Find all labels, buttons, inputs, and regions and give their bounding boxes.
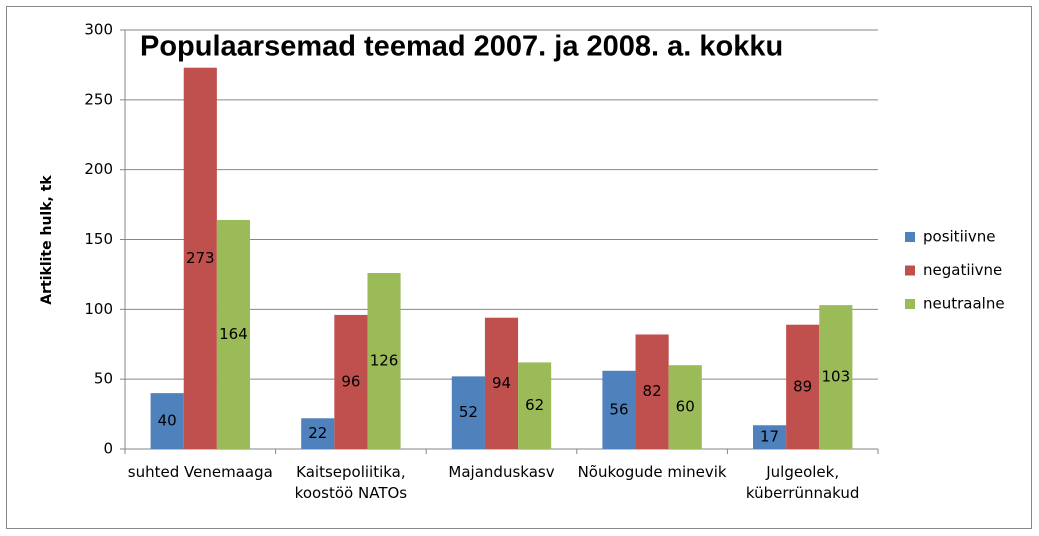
data-label: 89 [793,377,812,395]
data-label: 82 [643,382,662,400]
bar [183,67,217,450]
data-label: 56 [609,400,628,418]
data-label: 60 [676,398,695,416]
y-tick-label: 300 [84,21,113,39]
legend-label: negatiivne [923,261,1002,279]
data-label: 62 [525,396,544,414]
data-label: 94 [492,374,511,392]
bar [753,425,787,449]
y-tick-label: 100 [84,300,113,318]
chart-border [6,6,1032,529]
data-label: 40 [158,412,177,430]
legend-label: neutraalne [923,295,1005,313]
bar [451,376,485,449]
bar [635,334,669,449]
x-tick-label: suhted Venemaaga [127,463,273,481]
bar [819,305,853,449]
bar [367,273,401,449]
y-tick-label: 150 [84,230,113,248]
y-tick-label: 250 [84,90,113,108]
legend-swatch [905,265,915,276]
bar [334,314,368,449]
data-label: 17 [760,428,779,446]
y-tick-label: 50 [94,370,113,388]
x-tick-label: Nõukogude minevik [577,463,727,481]
bar [484,317,519,449]
legend-label: positiivne [923,228,996,246]
y-tick-label: 200 [84,160,113,178]
x-tick-label: Majanduskasv [448,463,555,481]
bar [150,393,184,449]
data-label: 273 [186,249,215,267]
y-tick-label: 0 [103,440,113,458]
bar [786,324,820,449]
data-label: 22 [308,424,327,442]
bar [668,365,702,449]
data-label: 103 [822,368,851,386]
bar [301,418,335,449]
legend-swatch [905,232,915,242]
bar [216,219,250,449]
data-label: 126 [370,352,399,370]
data-label: 52 [459,403,478,421]
chart-title: Populaarsemad teemad 2007. ja 2008. a. k… [140,31,783,63]
legend-swatch [905,299,915,309]
x-tick-label: Kaitsepoliitika, koostöö NATOs [294,463,408,502]
data-label: 96 [341,372,360,390]
y-axis-label: Artiklite hulk, tk [39,175,55,305]
data-label: 164 [219,325,248,343]
x-tick-label: Julgeolek, küberrünnakud [745,463,860,502]
bar [602,370,636,449]
bar [518,362,552,449]
